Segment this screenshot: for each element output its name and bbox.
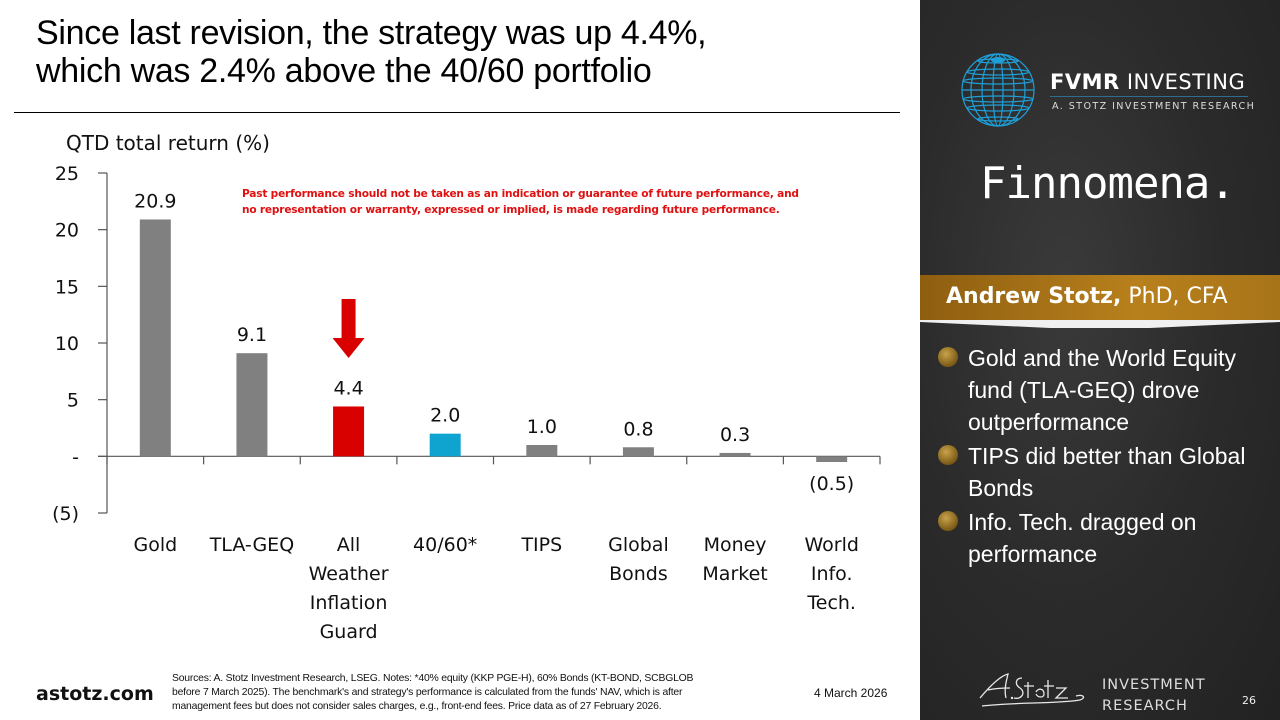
bar (622, 447, 654, 457)
y-tick-label: 25 (55, 163, 79, 185)
brand-name: FVMR INVESTING (1050, 70, 1245, 94)
research-wordmark: INVESTMENT RESEARCH (1102, 675, 1206, 717)
title-divider (14, 112, 900, 113)
bar (333, 406, 365, 457)
key-point-text: Gold and the World Equity fund (TLA-GEQ)… (968, 345, 1237, 435)
presenter-name: Andrew Stotz, PhD, CFA (946, 284, 1228, 309)
disclaimer-line-2: no representation or warranty, expressed… (242, 204, 780, 216)
presenter-name-bold: Andrew Stotz, (946, 284, 1122, 309)
brand-rest: INVESTING (1119, 70, 1246, 94)
bar (526, 445, 558, 457)
bar (139, 219, 171, 457)
sidebar-panel: FVMR INVESTING A. STOTZ INVESTMENT RESEA… (920, 0, 1280, 720)
down-arrow-icon (332, 299, 365, 358)
category-label: 40/60* (413, 534, 477, 556)
y-tick-label: (5) (52, 503, 79, 525)
key-point: Info. Tech. dragged on performance (934, 506, 1274, 570)
category-label: Weather (309, 563, 389, 585)
bar (719, 452, 751, 457)
slide-title: Since last revision, the strategy was up… (36, 14, 906, 90)
title-line-1: Since last revision, the strategy was up… (36, 14, 707, 52)
y-tick-label: 10 (55, 333, 79, 355)
presenter-credentials: PhD, CFA (1121, 284, 1228, 309)
y-tick-label: 5 (67, 390, 79, 412)
notes-line-3: management fees but does not consider sa… (172, 701, 662, 712)
brand-divider (1050, 96, 1248, 97)
bar-value-label: 1.0 (527, 416, 557, 438)
bar-value-label: 0.3 (720, 424, 750, 446)
performance-disclaimer: Past performance should not be taken as … (242, 186, 842, 218)
bar (429, 433, 461, 457)
wordmark-line-2: RESEARCH (1102, 698, 1188, 714)
bar (236, 353, 268, 457)
title-line-2: which was 2.4% above the 40/60 portfolio (36, 52, 652, 90)
y-tick-label: - (72, 446, 79, 468)
category-label: Bonds (609, 563, 668, 585)
y-tick-label: 20 (55, 220, 79, 242)
slide-date: 4 March 2026 (814, 686, 888, 700)
bar-value-label: 0.8 (623, 418, 653, 440)
bullet-globe-icon (938, 511, 958, 531)
bar-value-label: 2.0 (430, 405, 460, 427)
bullet-globe-icon (938, 445, 958, 465)
disclaimer-line-1: Past performance should not be taken as … (242, 188, 799, 200)
notes-line-2: before 7 March 2025). The benchmark's an… (172, 687, 683, 698)
category-label: Guard (320, 621, 378, 643)
key-point-text: Info. Tech. dragged on performance (968, 509, 1197, 567)
partner-logo: Finnomena. (980, 158, 1236, 209)
category-label: Tech. (806, 592, 856, 614)
notes-line-1: Sources: A. Stotz Investment Research, L… (172, 673, 694, 684)
bar-value-label: 4.4 (333, 377, 363, 399)
bar-chart: 25 20 15 10 5 - (5) 20.9 Gold 9.1 TLA-GEQ 4.4 All Wea… (52, 163, 881, 643)
chart-y-axis-label: QTD total return (%) (66, 131, 270, 155)
category-label: Global (608, 534, 669, 556)
category-label: TLA-GEQ (209, 534, 294, 556)
wordmark-line-1: INVESTMENT (1102, 677, 1206, 693)
y-tick-label: 15 (55, 276, 79, 298)
page-number: 26 (1242, 694, 1256, 707)
category-label: Gold (133, 534, 177, 556)
brand-subtitle: A. STOTZ INVESTMENT RESEARCH (1052, 101, 1256, 112)
category-label: Money (704, 534, 767, 556)
website-link[interactable]: astotz.com (36, 683, 154, 705)
source-notes: Sources: A. Stotz Investment Research, L… (172, 672, 812, 714)
signature-logo-icon (979, 673, 1085, 707)
key-point: TIPS did better than Global Bonds (934, 440, 1274, 504)
key-point-text: TIPS did better than Global Bonds (968, 443, 1246, 501)
key-point: Gold and the World Equity fund (TLA-GEQ)… (934, 342, 1274, 438)
banner-chevron (920, 320, 1280, 328)
bullet-globe-icon (938, 347, 958, 367)
key-points-list: Gold and the World Equity fund (TLA-GEQ)… (934, 342, 1274, 572)
bar-value-label: (0.5) (809, 473, 854, 495)
category-label: TIPS (520, 534, 562, 556)
presenter-banner (920, 275, 1280, 320)
category-label: World (804, 534, 858, 556)
category-label: Info. (811, 563, 853, 585)
slide-content: Since last revision, the strategy was up… (14, 14, 906, 714)
category-label: All (337, 534, 361, 556)
bar-value-label: 9.1 (237, 324, 267, 346)
category-label: Market (702, 563, 767, 585)
bar (816, 456, 848, 462)
category-label: Inflation (310, 592, 388, 614)
brand-bold: FVMR (1050, 70, 1120, 94)
bar-value-label: 20.9 (134, 190, 176, 212)
globe-logo-icon (961, 53, 1035, 127)
